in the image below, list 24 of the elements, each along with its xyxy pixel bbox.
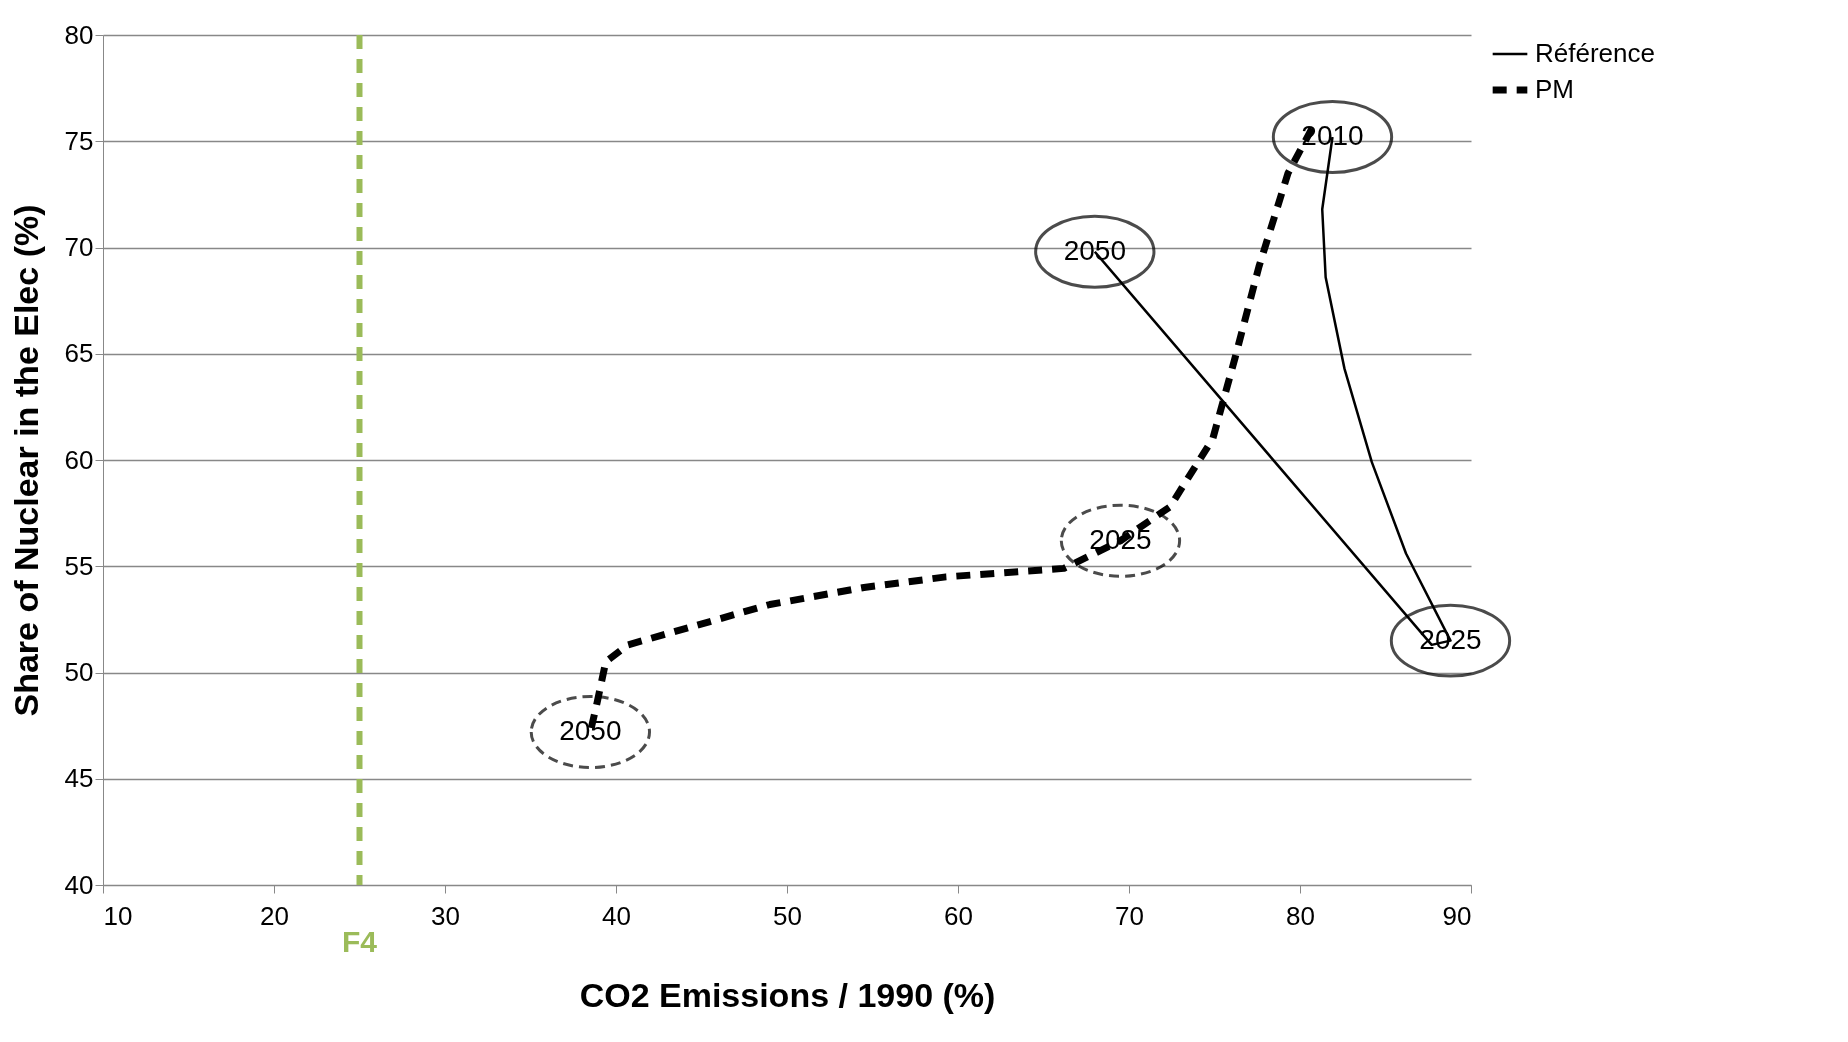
y-axis-title: Share of Nuclear in the Elec (%) — [6, 204, 45, 717]
x-tick-label: 80 — [1286, 900, 1315, 931]
y-tick-label: 55 — [64, 550, 94, 581]
y-tick-label: 45 — [64, 763, 94, 794]
x-tick-label: 70 — [1115, 900, 1144, 931]
x-tick-label: 20 — [260, 900, 289, 931]
x-tick-label: 30 — [431, 900, 460, 931]
legend-label: PM — [1535, 74, 1574, 104]
x-tick-label: 50 — [773, 900, 802, 931]
x-axis-title: CO2 Emissions / 1990 (%) — [579, 975, 996, 1014]
ref-line-label: F4 — [341, 925, 378, 958]
y-tick-label: 75 — [64, 125, 94, 156]
y-tick-label: 50 — [64, 657, 94, 687]
y-tick-label: 65 — [64, 338, 94, 369]
y-tick-label: 80 — [64, 19, 94, 50]
x-tick-label: 60 — [944, 900, 973, 931]
x-tick-label: 40 — [602, 900, 631, 931]
y-tick-label: 40 — [64, 869, 94, 900]
y-tick-label: 70 — [64, 232, 94, 262]
annotation: 2050 — [1063, 234, 1126, 266]
x-tick-label: 90 — [1442, 900, 1472, 931]
y-tick-label: 60 — [64, 444, 94, 475]
x-tick-label: 10 — [103, 900, 133, 931]
legend-label: Référence — [1535, 38, 1655, 68]
